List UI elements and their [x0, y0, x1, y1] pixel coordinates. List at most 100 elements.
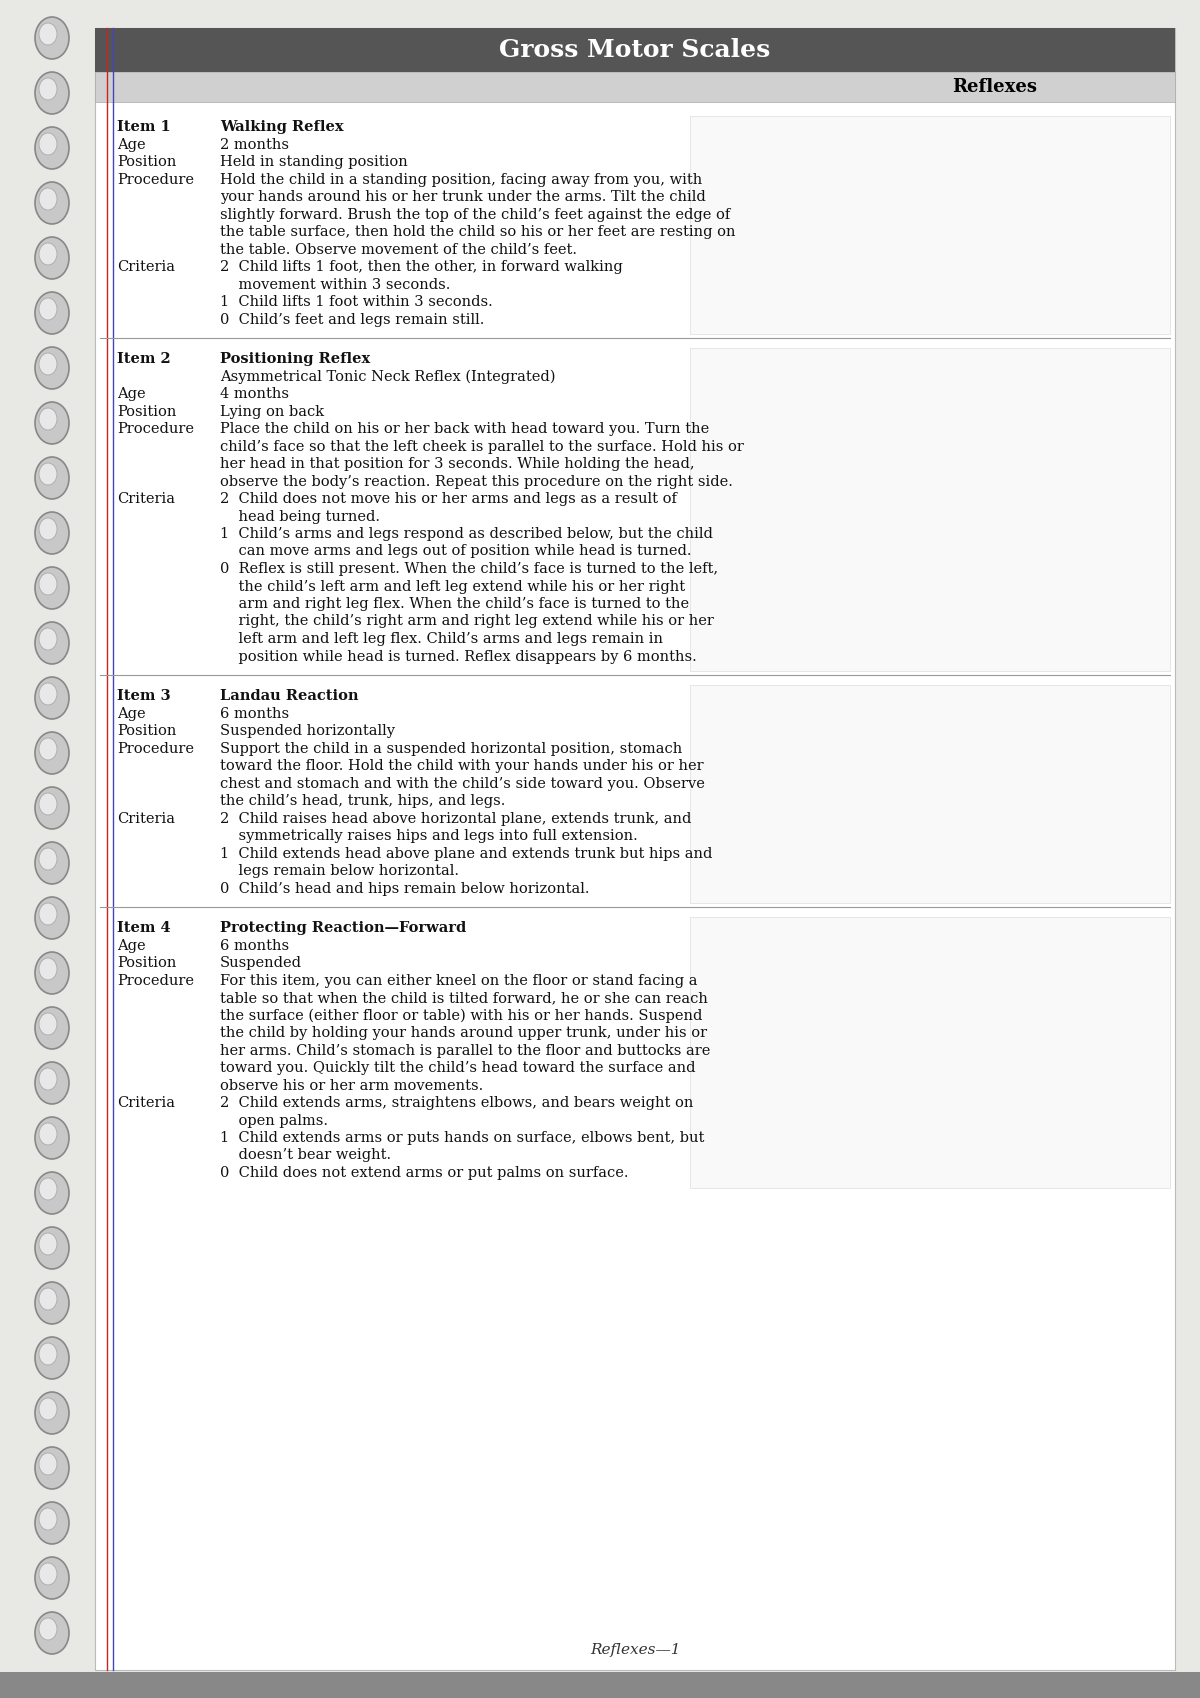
Text: your hands around his or her trunk under the arms. Tilt the child: your hands around his or her trunk under… — [220, 190, 706, 204]
Text: 2  Child does not move his or her arms and legs as a result of: 2 Child does not move his or her arms an… — [220, 492, 677, 506]
Text: Item 2: Item 2 — [118, 351, 170, 367]
Text: left arm and left leg flex. Child’s arms and legs remain in: left arm and left leg flex. Child’s arms… — [220, 632, 662, 645]
Text: Gross Motor Scales: Gross Motor Scales — [499, 37, 770, 63]
Bar — [690, 115, 1170, 335]
Text: Landau Reaction: Landau Reaction — [220, 689, 359, 703]
Ellipse shape — [35, 513, 70, 554]
Text: Procedure: Procedure — [118, 742, 194, 756]
Text: doesn’t bear weight.: doesn’t bear weight. — [220, 1148, 391, 1163]
Ellipse shape — [35, 1503, 70, 1543]
Text: 0  Child’s feet and legs remain still.: 0 Child’s feet and legs remain still. — [220, 312, 485, 326]
Text: slightly forward. Brush the top of the child’s feet against the edge of: slightly forward. Brush the top of the c… — [220, 207, 731, 221]
Ellipse shape — [35, 1336, 70, 1379]
Text: Place the child on his or her back with head toward you. Turn the: Place the child on his or her back with … — [220, 423, 709, 436]
Ellipse shape — [35, 17, 70, 59]
Text: observe his or her arm movements.: observe his or her arm movements. — [220, 1078, 484, 1092]
Ellipse shape — [38, 1068, 58, 1090]
Text: 1  Child extends head above plane and extends trunk but hips and: 1 Child extends head above plane and ext… — [220, 847, 713, 861]
Text: Procedure: Procedure — [118, 423, 194, 436]
Text: Item 3: Item 3 — [118, 689, 170, 703]
Text: 0  Child’s head and hips remain below horizontal.: 0 Child’s head and hips remain below hor… — [220, 881, 589, 895]
Text: Procedure: Procedure — [118, 173, 194, 187]
Text: Reflexes: Reflexes — [953, 78, 1038, 97]
Text: chest and stomach and with the child’s side toward you. Observe: chest and stomach and with the child’s s… — [220, 776, 704, 791]
Ellipse shape — [38, 1122, 58, 1144]
Ellipse shape — [38, 903, 58, 925]
Text: table so that when the child is tilted forward, he or she can reach: table so that when the child is tilted f… — [220, 992, 708, 1005]
Text: the table surface, then hold the child so his or her feet are resting on: the table surface, then hold the child s… — [220, 226, 736, 239]
Text: Age: Age — [118, 939, 145, 953]
Ellipse shape — [35, 1447, 70, 1489]
Ellipse shape — [38, 958, 58, 980]
Ellipse shape — [35, 842, 70, 885]
Text: Reflexes—1: Reflexes—1 — [589, 1644, 680, 1657]
Ellipse shape — [35, 182, 70, 224]
Text: right, the child’s right arm and right leg extend while his or her: right, the child’s right arm and right l… — [220, 615, 714, 628]
Ellipse shape — [38, 739, 58, 761]
Text: Asymmetrical Tonic Neck Reflex (Integrated): Asymmetrical Tonic Neck Reflex (Integrat… — [220, 370, 556, 384]
Ellipse shape — [38, 243, 58, 265]
Ellipse shape — [35, 786, 70, 829]
Ellipse shape — [35, 1228, 70, 1268]
Ellipse shape — [35, 567, 70, 610]
Ellipse shape — [38, 1397, 58, 1420]
Text: Item 1: Item 1 — [118, 121, 170, 134]
Text: Support the child in a suspended horizontal position, stomach: Support the child in a suspended horizon… — [220, 742, 683, 756]
Text: Suspended horizontally: Suspended horizontally — [220, 723, 395, 739]
Text: 6 months: 6 months — [220, 939, 289, 953]
Ellipse shape — [38, 353, 58, 375]
Text: movement within 3 seconds.: movement within 3 seconds. — [220, 277, 450, 292]
Ellipse shape — [35, 457, 70, 499]
Text: 2 months: 2 months — [220, 138, 289, 151]
Text: 0  Reflex is still present. When the child’s face is turned to the left,: 0 Reflex is still present. When the chil… — [220, 562, 718, 576]
Text: position while head is turned. Reflex disappears by 6 months.: position while head is turned. Reflex di… — [220, 650, 697, 664]
Ellipse shape — [35, 621, 70, 664]
Text: Hold the child in a standing position, facing away from you, with: Hold the child in a standing position, f… — [220, 173, 702, 187]
Text: 2  Child lifts 1 foot, then the other, in forward walking: 2 Child lifts 1 foot, then the other, in… — [220, 260, 623, 273]
Text: can move arms and legs out of position while head is turned.: can move arms and legs out of position w… — [220, 545, 691, 559]
Bar — [95, 27, 1175, 71]
Ellipse shape — [38, 1562, 58, 1584]
Ellipse shape — [35, 346, 70, 389]
Ellipse shape — [38, 1233, 58, 1255]
Text: Protecting Reaction—Forward: Protecting Reaction—Forward — [220, 920, 467, 936]
Ellipse shape — [38, 1618, 58, 1640]
Text: Criteria: Criteria — [118, 260, 175, 273]
Ellipse shape — [35, 402, 70, 443]
Bar — [95, 71, 1175, 102]
Text: 4 months: 4 months — [220, 387, 289, 401]
Ellipse shape — [38, 1289, 58, 1309]
Text: the child’s left arm and left leg extend while his or her right: the child’s left arm and left leg extend… — [220, 579, 685, 594]
Ellipse shape — [38, 572, 58, 594]
Ellipse shape — [35, 1282, 70, 1324]
Ellipse shape — [38, 1014, 58, 1036]
Ellipse shape — [38, 1453, 58, 1476]
Text: Position: Position — [118, 723, 176, 739]
Ellipse shape — [35, 292, 70, 335]
Text: the child by holding your hands around upper trunk, under his or: the child by holding your hands around u… — [220, 1026, 707, 1039]
Text: 0  Child does not extend arms or put palms on surface.: 0 Child does not extend arms or put palm… — [220, 1167, 629, 1180]
Text: arm and right leg flex. When the child’s face is turned to the: arm and right leg flex. When the child’s… — [220, 598, 689, 611]
Text: 2  Child extends arms, straightens elbows, and bears weight on: 2 Child extends arms, straightens elbows… — [220, 1095, 694, 1110]
Text: open palms.: open palms. — [220, 1114, 328, 1127]
Text: Criteria: Criteria — [118, 492, 175, 506]
Bar — [690, 917, 1170, 1187]
Text: For this item, you can either kneel on the floor or stand facing a: For this item, you can either kneel on t… — [220, 973, 697, 988]
Text: legs remain below horizontal.: legs remain below horizontal. — [220, 864, 458, 878]
Ellipse shape — [35, 897, 70, 939]
Ellipse shape — [35, 238, 70, 278]
Ellipse shape — [35, 127, 70, 170]
Text: symmetrically raises hips and legs into full extension.: symmetrically raises hips and legs into … — [220, 829, 637, 842]
Bar — [0, 1673, 1200, 1698]
Text: 1  Child’s arms and legs respond as described below, but the child: 1 Child’s arms and legs respond as descr… — [220, 526, 713, 542]
Ellipse shape — [38, 408, 58, 430]
Ellipse shape — [35, 678, 70, 718]
Text: child’s face so that the left cheek is parallel to the surface. Hold his or: child’s face so that the left cheek is p… — [220, 440, 744, 453]
Text: Age: Age — [118, 387, 145, 401]
Text: Suspended: Suspended — [220, 956, 302, 970]
Ellipse shape — [35, 71, 70, 114]
Ellipse shape — [38, 299, 58, 319]
Text: Item 4: Item 4 — [118, 920, 170, 936]
Text: Position: Position — [118, 956, 176, 970]
Ellipse shape — [38, 1343, 58, 1365]
